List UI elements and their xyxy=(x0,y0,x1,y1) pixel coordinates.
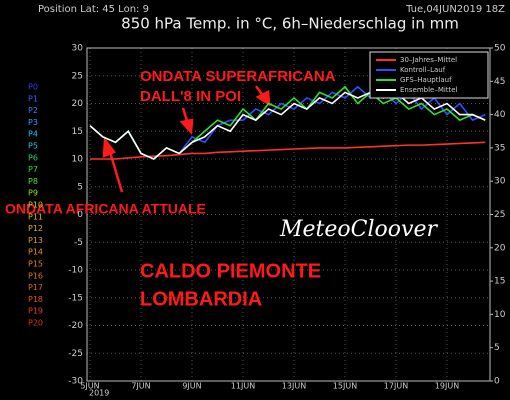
y-tick-label: 30 xyxy=(72,44,84,54)
member-label: P5 xyxy=(28,142,38,151)
y-tick-label: 25 xyxy=(72,71,83,81)
arrow-head xyxy=(179,118,194,135)
y2-tick-label: 0 xyxy=(494,377,500,387)
y-tick-label: -25 xyxy=(68,349,83,359)
member-label: P0 xyxy=(28,83,38,92)
x-tick-label: 7JUN xyxy=(131,382,150,391)
member-label: P14 xyxy=(28,248,43,257)
y-tick-label: -30 xyxy=(68,377,83,387)
y-tick-label: 10 xyxy=(72,155,84,165)
member-label: P11 xyxy=(28,212,43,221)
annotation: CALDO PIEMONTE xyxy=(140,260,321,282)
arrow-head xyxy=(102,136,116,158)
annotation: DALL'8 IN POI xyxy=(140,88,241,105)
annotation: ONDATA AFRICANA ATTUALE xyxy=(5,201,206,217)
y-tick-label: 0 xyxy=(77,210,83,220)
legend-label: Ensemble–Mittel xyxy=(400,86,458,94)
y2-tick-label: 50 xyxy=(494,44,506,54)
member-label: P18 xyxy=(28,295,43,304)
x-tick-label: 5JUN xyxy=(80,382,99,391)
member-label: P10 xyxy=(28,201,43,210)
member-label: P15 xyxy=(28,260,43,269)
arrow-head xyxy=(255,90,271,107)
annotation: LOMBARDIA xyxy=(140,288,262,310)
x-tick-label: 9JUN xyxy=(182,382,201,391)
y-tick-label: -10 xyxy=(68,266,83,276)
year-label: 2019 xyxy=(89,389,109,398)
watermark: MeteoCloover xyxy=(279,217,438,242)
member-label: P13 xyxy=(28,236,43,245)
y-tick-label: 15 xyxy=(72,127,83,137)
header-right: Tue,04JUN2019 18Z xyxy=(405,4,505,15)
y2-tick-label: 45 xyxy=(494,77,505,87)
legend-label: Kontroll–Lauf xyxy=(400,66,446,74)
member-label: P20 xyxy=(28,319,43,328)
y-tick-label: 20 xyxy=(72,99,84,109)
series-line xyxy=(89,91,486,160)
member-label: P12 xyxy=(28,224,43,233)
annotation: ONDATA SUPERAFRICANA xyxy=(140,68,336,85)
y-tick-label: 5 xyxy=(77,182,83,192)
member-label: P8 xyxy=(28,177,38,186)
member-label: P17 xyxy=(28,283,43,292)
x-tick-label: 11JUN xyxy=(231,382,255,391)
legend-label: 30–Jahres–Mittel xyxy=(400,56,457,64)
y2-tick-label: 30 xyxy=(494,177,506,187)
y-tick-label: -20 xyxy=(68,321,83,331)
member-label: P4 xyxy=(28,130,38,139)
y2-tick-label: 40 xyxy=(494,110,506,120)
x-tick-label: 19JUN xyxy=(435,382,459,391)
y2-tick-label: 25 xyxy=(494,210,505,220)
x-tick-label: 15JUN xyxy=(333,382,357,391)
y2-tick-label: 20 xyxy=(494,243,506,253)
x-tick-label: 17JUN xyxy=(384,382,408,391)
member-label: P1 xyxy=(28,94,38,103)
y2-tick-label: 15 xyxy=(494,277,505,287)
y-tick-label: -5 xyxy=(74,238,83,248)
y-tick-label: -15 xyxy=(68,293,83,303)
legend-label: GFS–Hauptlauf xyxy=(400,76,452,84)
member-label: P6 xyxy=(28,153,38,162)
member-label: P7 xyxy=(28,165,38,174)
chart-title: 850 hPa Temp. in °C, 6h–Niederschlag in … xyxy=(121,15,459,33)
member-label: P9 xyxy=(28,189,38,198)
member-label: P3 xyxy=(28,118,38,127)
member-label: P2 xyxy=(28,106,38,115)
member-label: P19 xyxy=(28,307,43,316)
header-left: Position Lat: 45 Lon: 9 xyxy=(38,4,149,15)
y2-tick-label: 5 xyxy=(494,343,500,353)
y2-tick-label: 35 xyxy=(494,143,505,153)
member-label: P16 xyxy=(28,271,43,280)
y2-tick-label: 10 xyxy=(494,310,506,320)
x-tick-label: 13JUN xyxy=(282,382,306,391)
